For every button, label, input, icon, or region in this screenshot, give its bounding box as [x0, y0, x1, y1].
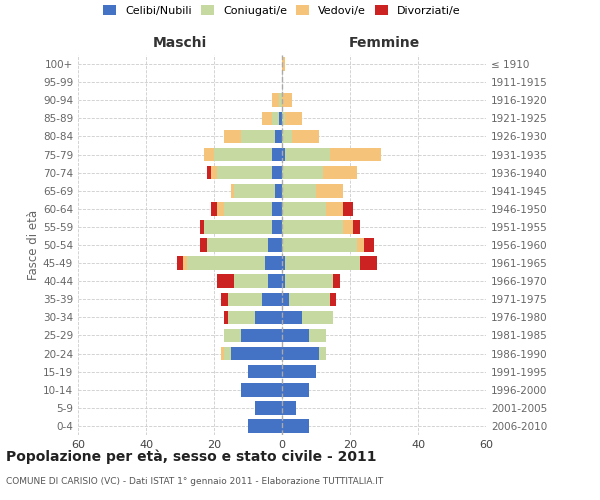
Bar [282, 58, 286, 71]
Bar [248, 365, 282, 378]
Bar [275, 184, 282, 198]
Bar [282, 419, 309, 432]
Bar [282, 328, 309, 342]
Bar [211, 202, 217, 215]
Bar [360, 256, 377, 270]
Text: COMUNE DI CARISIO (VC) - Dati ISTAT 1° gennaio 2011 - Elaborazione TUTTITALIA.IT: COMUNE DI CARISIO (VC) - Dati ISTAT 1° g… [6, 478, 383, 486]
Bar [231, 347, 282, 360]
Text: Popolazione per età, sesso e stato civile - 2011: Popolazione per età, sesso e stato civil… [6, 450, 377, 464]
Bar [255, 401, 282, 414]
Bar [282, 112, 286, 125]
Bar [217, 274, 235, 288]
Bar [286, 256, 360, 270]
Bar [217, 202, 224, 215]
Bar [357, 238, 364, 252]
Bar [268, 274, 282, 288]
Bar [326, 202, 343, 215]
Bar [282, 347, 319, 360]
Bar [221, 292, 227, 306]
Bar [272, 220, 282, 234]
Bar [235, 274, 268, 288]
Text: Maschi: Maschi [153, 36, 207, 50]
Bar [282, 166, 323, 179]
Bar [282, 148, 286, 162]
Bar [289, 292, 329, 306]
Bar [282, 383, 309, 396]
Bar [272, 202, 282, 215]
Bar [207, 238, 268, 252]
Bar [282, 130, 292, 143]
Bar [286, 112, 302, 125]
Bar [309, 328, 326, 342]
Bar [282, 274, 286, 288]
Bar [323, 166, 357, 179]
Bar [282, 256, 286, 270]
Bar [241, 130, 275, 143]
Bar [204, 220, 272, 234]
Bar [272, 148, 282, 162]
Bar [262, 292, 282, 306]
Bar [200, 220, 204, 234]
Bar [353, 220, 360, 234]
Bar [227, 310, 255, 324]
Bar [268, 238, 282, 252]
Bar [204, 148, 214, 162]
Bar [278, 112, 282, 125]
Bar [224, 310, 227, 324]
Bar [286, 274, 333, 288]
Text: Femmine: Femmine [349, 36, 419, 50]
Bar [255, 310, 282, 324]
Bar [187, 256, 265, 270]
Y-axis label: Fasce di età: Fasce di età [27, 210, 40, 280]
Bar [200, 238, 207, 252]
Legend: Celibi/Nubili, Coniugati/e, Vedovi/e, Divorziati/e: Celibi/Nubili, Coniugati/e, Vedovi/e, Di… [100, 2, 464, 19]
Bar [241, 328, 282, 342]
Bar [224, 347, 231, 360]
Bar [343, 202, 353, 215]
Bar [262, 112, 272, 125]
Bar [221, 347, 224, 360]
Bar [231, 184, 235, 198]
Bar [224, 130, 241, 143]
Bar [241, 383, 282, 396]
Bar [272, 166, 282, 179]
Bar [282, 292, 289, 306]
Bar [184, 256, 187, 270]
Bar [286, 148, 329, 162]
Bar [278, 94, 282, 107]
Bar [282, 310, 302, 324]
Bar [214, 148, 272, 162]
Bar [364, 238, 374, 252]
Bar [207, 166, 211, 179]
Bar [265, 256, 282, 270]
Bar [235, 184, 275, 198]
Bar [217, 166, 272, 179]
Bar [333, 274, 340, 288]
Bar [329, 292, 337, 306]
Bar [224, 328, 241, 342]
Bar [272, 94, 278, 107]
Bar [272, 112, 278, 125]
Bar [282, 94, 292, 107]
Bar [282, 220, 343, 234]
Bar [329, 148, 380, 162]
Bar [282, 238, 357, 252]
Bar [316, 184, 343, 198]
Bar [282, 365, 316, 378]
Bar [292, 130, 319, 143]
Bar [227, 292, 262, 306]
Bar [248, 419, 282, 432]
Bar [319, 347, 326, 360]
Bar [343, 220, 353, 234]
Bar [282, 202, 326, 215]
Bar [211, 166, 217, 179]
Bar [282, 184, 316, 198]
Bar [224, 202, 272, 215]
Bar [275, 130, 282, 143]
Bar [282, 401, 296, 414]
Bar [176, 256, 184, 270]
Bar [302, 310, 333, 324]
